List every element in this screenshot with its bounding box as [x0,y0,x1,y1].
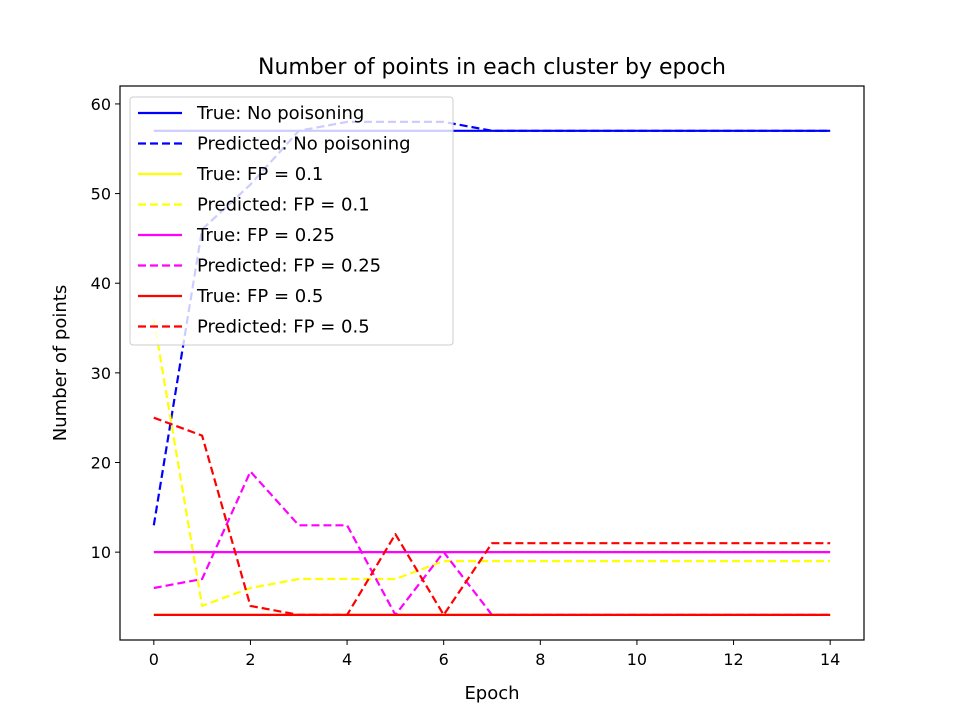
legend-label-3: Predicted: FP = 0.1 [197,195,370,216]
y-tick-label-5: 60 [91,95,111,114]
legend-label-7: Predicted: FP = 0.5 [197,317,370,338]
y-axis: 10 20 30 40 50 60 [91,95,120,562]
legend: True: No poisoning Predicted: No poisonin… [129,96,454,346]
x-tick-label-0: 0 [149,650,159,669]
legend-box [129,96,454,346]
y-tick-label-3: 40 [91,274,111,293]
x-tick-label-5: 10 [627,650,647,669]
x-tick-label-2: 4 [342,650,352,669]
x-tick-label-4: 8 [535,650,545,669]
x-tick-label-3: 6 [439,650,449,669]
y-tick-label-0: 10 [91,543,111,562]
chart-title: Number of points in each cluster by epoc… [258,55,726,80]
legend-label-0: True: No poisoning [196,103,364,124]
legend-label-6: True: FP = 0.5 [196,286,323,307]
legend-label-1: Predicted: No poisoning [197,134,411,155]
y-tick-label-2: 30 [91,364,111,383]
x-axis: 0 2 4 6 8 10 12 14 [149,640,840,669]
x-tick-label-1: 2 [245,650,255,669]
x-tick-label-7: 14 [820,650,840,669]
legend-label-5: Predicted: FP = 0.25 [197,256,381,277]
x-tick-label-6: 12 [723,650,743,669]
legend-label-4: True: FP = 0.25 [196,225,335,246]
y-tick-label-1: 20 [91,454,111,473]
series-line-7 [153,416,831,617]
x-axis-label: Epoch [464,683,519,704]
y-axis-label: Number of points [50,285,71,441]
y-tick-label-4: 50 [91,185,111,204]
legend-label-2: True: FP = 0.1 [196,164,323,185]
